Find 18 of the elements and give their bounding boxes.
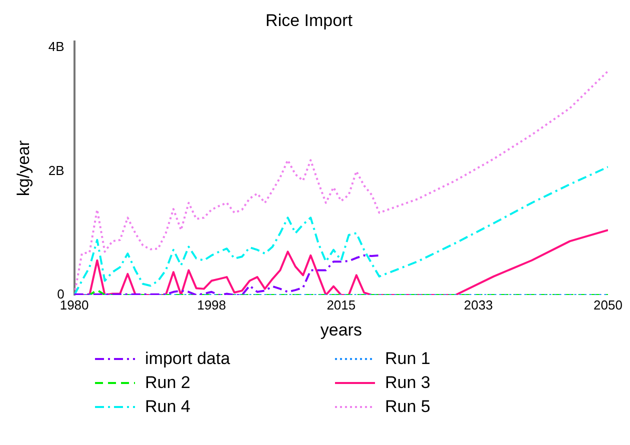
y-axis-title: kg/year (14, 140, 33, 196)
y-tick-label: 0 (57, 286, 64, 302)
x-tick-label: 2033 (464, 297, 493, 312)
x-axis-title: years (320, 320, 362, 340)
x-tick-label: 2050 (594, 297, 622, 312)
legend-label: import data (145, 349, 230, 369)
x-tick-label: 2015 (326, 297, 356, 312)
y-tick-label: 2B (48, 162, 64, 178)
legend-label: Run 3 (385, 373, 430, 393)
line-series (74, 254, 380, 295)
legend-label: Run 5 (385, 397, 430, 417)
legend-label: Run 2 (145, 373, 190, 393)
legend-label: Run 4 (145, 397, 190, 417)
legend-label: Run 1 (385, 349, 430, 369)
x-tick-label: 1998 (197, 297, 226, 312)
y-tick-label: 4B (48, 39, 64, 54)
chart-title: Rice Import (266, 10, 353, 30)
line-series (74, 166, 608, 295)
